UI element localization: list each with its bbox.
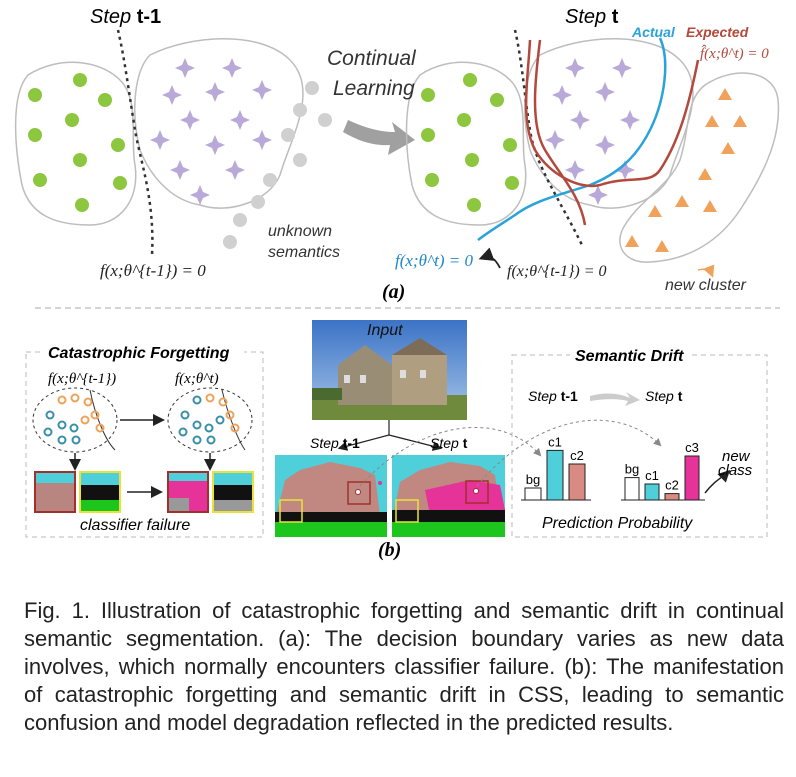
cf-thumb-1	[34, 471, 76, 513]
panel-b-label: (b)	[378, 539, 401, 561]
panel-a: Step t-1 Step t Continual Learning unkno…	[14, 6, 780, 303]
green-dots-right	[421, 73, 519, 212]
seg-step-prev-label: Step t-1	[310, 435, 360, 451]
step-cur-title: Step t	[565, 6, 619, 28]
bar-label-bg: bg	[526, 472, 540, 487]
purple-stars	[150, 58, 272, 205]
cf-title: Catastrophic Forgetting	[48, 345, 230, 362]
panel-b: Catastrophic Forgetting f(x;θ^{t-1}) f(x…	[25, 320, 768, 561]
continual-learning-arrow	[343, 120, 415, 155]
boundary-prev-right-line	[513, 29, 584, 246]
green-dots	[28, 73, 127, 212]
boundary-prev-right-label: f(x;θ^{t-1}) = 0	[507, 263, 607, 280]
purple-stars-right	[545, 58, 640, 205]
panel-a-label: (a)	[382, 281, 405, 303]
bar-chart-step-cur: bg c1 c2 c3	[621, 440, 705, 501]
cf-formula-prev: f(x;θ^{t-1})	[48, 371, 116, 387]
step-prev-title: Step t-1	[90, 6, 161, 28]
segmap-prev	[275, 455, 387, 537]
input-label: Input	[367, 322, 403, 339]
boundary-expected-label: f̂(x;θ^t) = 0	[700, 45, 769, 62]
sd-step-cur: Step t	[645, 388, 683, 404]
classifier-failure-label: classifier failure	[80, 517, 190, 534]
boundary-actual-label: f(x;θ^t) = 0	[395, 251, 473, 270]
cf-thumb-4	[212, 471, 254, 513]
purple-cluster-outline	[134, 38, 304, 209]
boundary-prev-line	[116, 29, 154, 256]
bar-c2	[664, 493, 680, 501]
input-photo	[312, 320, 467, 420]
actual-label: Actual	[631, 24, 676, 40]
boundary-expected-line-2	[533, 39, 587, 226]
segmap-cur	[392, 455, 505, 537]
bar-label-bg: bg	[625, 462, 639, 477]
green-cluster-outline	[14, 61, 137, 226]
figure-illustration: Step t-1 Step t Continual Learning unkno…	[14, 6, 780, 561]
expected-label: Expected	[686, 24, 749, 40]
green-cluster-outline-right	[405, 61, 527, 226]
bar-c1	[644, 483, 660, 501]
new-class-label-2: class	[718, 462, 753, 479]
cf-thumb-2	[79, 471, 121, 513]
label-link-arrow	[478, 247, 501, 269]
unknown-label-1: unknown	[268, 223, 332, 240]
bar-c3	[684, 455, 700, 501]
bar-label-c1: c1	[645, 468, 659, 483]
cf-ellipse-cur	[167, 387, 253, 453]
continual-label-2: Learning	[333, 77, 415, 100]
bar-label-c3: c3	[685, 440, 699, 455]
cf-formula-cur: f(x;θ^t)	[175, 371, 219, 387]
unknown-dots	[223, 81, 332, 249]
figure-caption: Fig. 1. Illustration of catastrophic for…	[24, 598, 784, 735]
new-cluster-outline	[619, 72, 780, 263]
cf-ellipse-prev	[32, 387, 118, 453]
bar-bg	[624, 477, 640, 501]
new-cluster-label: new cluster	[665, 277, 747, 294]
cf-dots-cur	[178, 393, 240, 445]
boundary-prev-label: f(x;θ^{t-1}) = 0	[100, 261, 206, 280]
cf-thumb-3	[167, 471, 209, 513]
bar-chart-step-prev: bg c1 c2	[521, 434, 591, 501]
bar-label-c2: c2	[665, 478, 679, 493]
boundary-expected-line	[524, 39, 700, 188]
cf-dots-prev	[43, 393, 105, 445]
bar-label-c2: c2	[570, 448, 584, 463]
continual-label-1: Continual	[327, 47, 417, 70]
bar-label-c1: c1	[548, 434, 562, 449]
bar-bg	[524, 487, 542, 501]
new-cluster-arrow	[697, 264, 715, 278]
prediction-probability-label: Prediction Probability	[542, 515, 693, 532]
sd-step-prev: Step t-1	[528, 388, 578, 404]
sd-title: Semantic Drift	[575, 348, 684, 365]
bar-c2	[568, 463, 586, 501]
new-class-label-1: new	[722, 448, 751, 465]
bar-c1	[546, 449, 564, 501]
seg-step-cur-label: Step t	[430, 435, 468, 451]
unknown-label-2: semantics	[268, 244, 340, 261]
orange-triangles	[625, 88, 747, 252]
